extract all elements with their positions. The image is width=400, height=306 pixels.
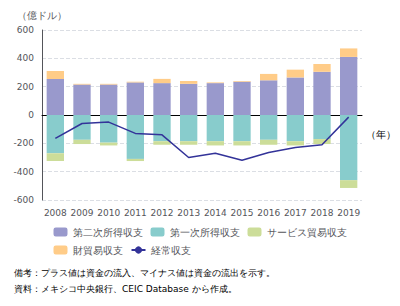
svg-text:2010: 2010 bbox=[97, 208, 120, 218]
svg-text:2012: 2012 bbox=[151, 208, 174, 218]
svg-text:-400: -400 bbox=[14, 167, 35, 177]
svg-text:2014: 2014 bbox=[204, 208, 227, 218]
svg-text:-200: -200 bbox=[14, 138, 35, 148]
svg-text:2017: 2017 bbox=[284, 208, 307, 218]
svg-text:200: 200 bbox=[17, 82, 34, 92]
svg-text:備考：プラス値は資金の流入、マイナス値は資金の流出を示す。: 備考：プラス値は資金の流入、マイナス値は資金の流出を示す。 bbox=[14, 268, 275, 278]
svg-text:2013: 2013 bbox=[177, 208, 200, 218]
svg-text:（億ドル）: （億ドル） bbox=[17, 10, 67, 21]
svg-text:0: 0 bbox=[28, 110, 34, 120]
svg-text:2008: 2008 bbox=[44, 208, 67, 218]
svg-text:第一次所得収支: 第一次所得収支 bbox=[170, 227, 240, 238]
svg-text:600: 600 bbox=[17, 25, 34, 35]
svg-text:2011: 2011 bbox=[124, 208, 147, 218]
svg-text:2015: 2015 bbox=[231, 208, 254, 218]
svg-text:2016: 2016 bbox=[257, 208, 280, 218]
svg-text:第二次所得収支: 第二次所得収支 bbox=[73, 227, 143, 238]
svg-text:資料：メキシコ中央銀行、CEIC Database から作成: 資料：メキシコ中央銀行、CEIC Database から作成。 bbox=[14, 284, 237, 294]
svg-text:-600: -600 bbox=[14, 195, 35, 205]
svg-text:400: 400 bbox=[17, 53, 34, 63]
svg-text:2009: 2009 bbox=[71, 208, 94, 218]
svg-text:財貿易収支: 財貿易収支 bbox=[73, 245, 123, 256]
svg-text:（年）: （年） bbox=[366, 129, 396, 140]
svg-text:サービス貿易収支: サービス貿易収支 bbox=[267, 227, 347, 238]
svg-text:2019: 2019 bbox=[337, 208, 360, 218]
svg-text:経常収支: 経常収支 bbox=[150, 245, 191, 256]
svg-text:2018: 2018 bbox=[311, 208, 334, 218]
